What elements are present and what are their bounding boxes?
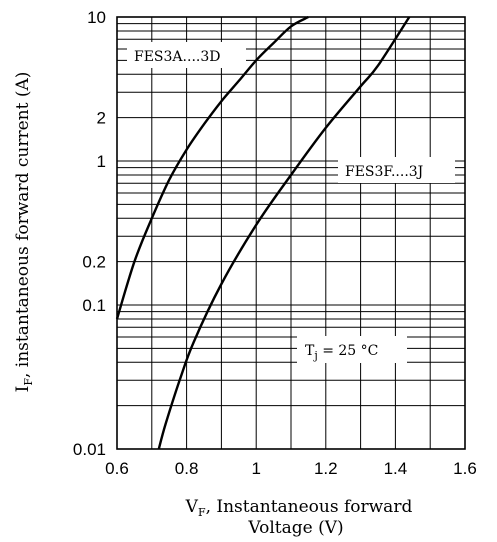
condition-box (297, 336, 407, 363)
x-axis-title-sub: F (198, 506, 206, 519)
y-tick-label: 0.2 (82, 253, 106, 272)
y-tick-label: 0.1 (82, 296, 106, 315)
x-axis-title-rest: , Instantaneous forward (206, 497, 413, 517)
y-tick-label: 2 (97, 109, 106, 128)
y-axis-title-sub: F (22, 378, 35, 386)
condition-label: Tj = 25 °C (305, 343, 378, 362)
x-tick-label: 0.6 (105, 459, 129, 478)
x-tick-label: 1 (251, 459, 260, 478)
series-1-line (115, 15, 309, 320)
y-tick-label: 0.01 (73, 440, 106, 459)
plot-frame (116, 16, 466, 450)
grid-layer (117, 17, 465, 449)
series1-label: FES3A....3D (134, 49, 220, 65)
x-tick-label: 1.4 (384, 459, 408, 478)
x-axis-title: VF, Instantaneous forward (185, 497, 413, 519)
series2-label-box (338, 157, 455, 183)
y-axis-title-rest: , instantaneous forward current (A) (13, 72, 33, 378)
series1-label-box (127, 42, 246, 68)
series-2-line (157, 16, 411, 450)
tick-labels: 0.6 0.8 1 1.2 1.4 1.6 10 2 1 0.2 0.1 0.01 (73, 8, 477, 478)
y-axis-title-main: I (13, 386, 33, 393)
curve-layer (115, 15, 411, 450)
x-axis-title-main: V (185, 497, 199, 517)
series2-label: FES3F....3J (345, 164, 423, 180)
x-tick-label: 0.8 (175, 459, 199, 478)
y-tick-label: 1 (97, 152, 106, 171)
condition-main: T (305, 343, 315, 359)
x-tick-label: 1.6 (453, 459, 477, 478)
x-axis-title-line2: Voltage (V) (247, 518, 343, 538)
y-axis-title: IF, instantaneous forward current (A) (13, 72, 35, 393)
condition-rest: = 25 °C (318, 343, 379, 359)
x-tick-label: 1.2 (314, 459, 338, 478)
condition-sub: j (312, 349, 317, 362)
y-tick-label: 10 (87, 8, 106, 27)
